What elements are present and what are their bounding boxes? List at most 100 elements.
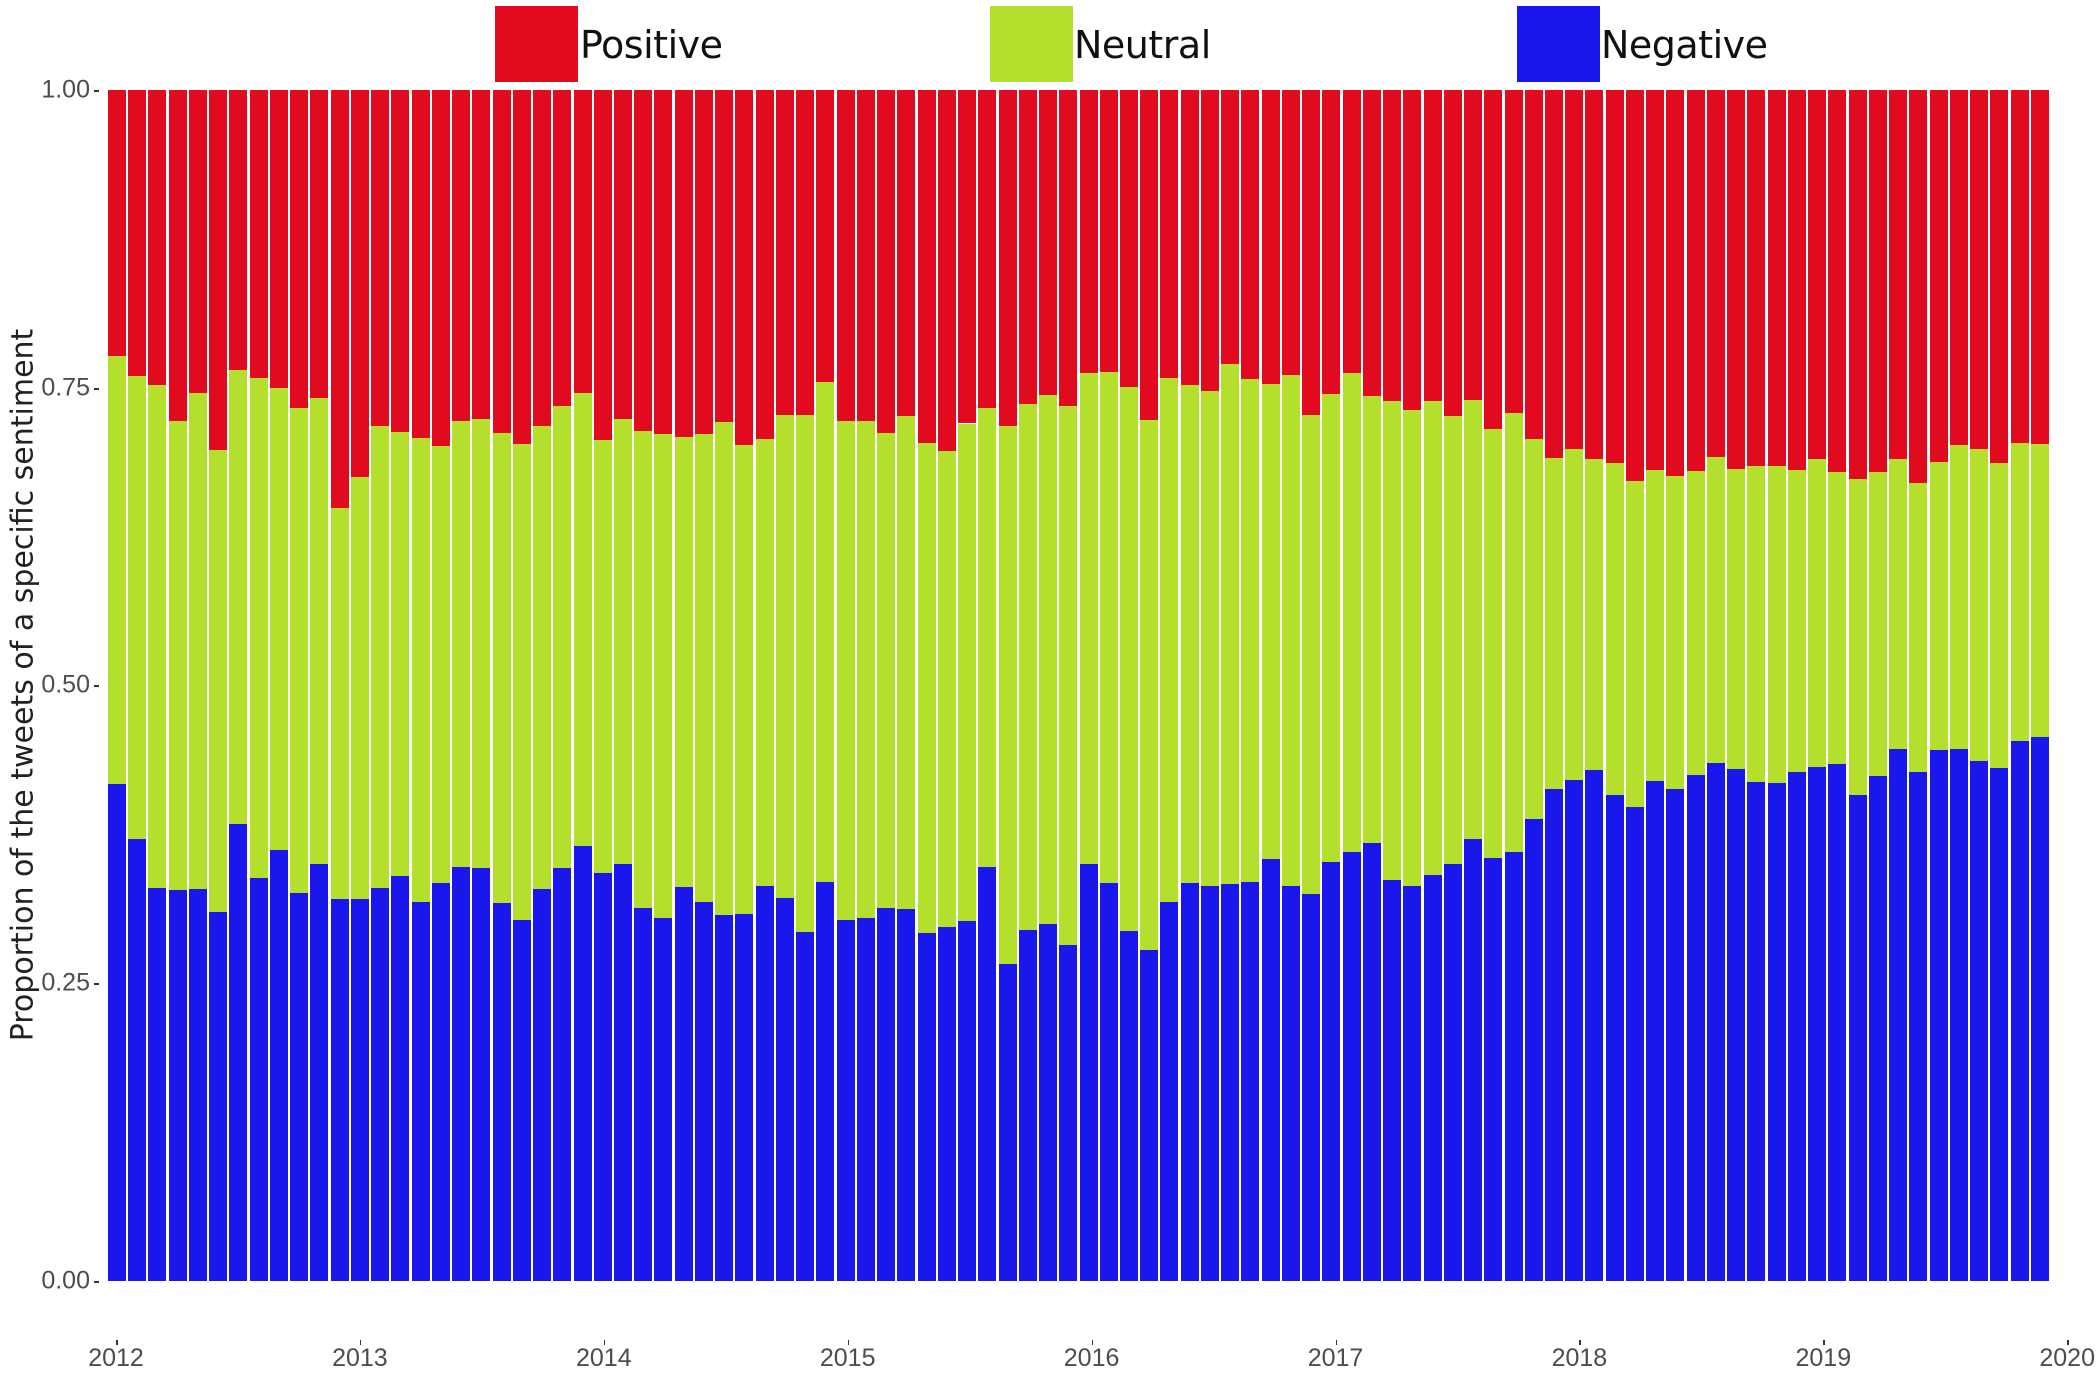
bar-segment-neutral — [897, 416, 916, 910]
bar-segment-negative — [1443, 864, 1462, 1281]
bar-segment-neutral — [1039, 394, 1058, 924]
bar-segment-positive — [573, 90, 592, 393]
stacked-bar — [877, 90, 896, 1281]
bar-segment-positive — [978, 90, 997, 408]
stacked-bar — [593, 90, 612, 1281]
x-tick-label: 2018 — [1551, 1344, 1608, 1372]
x-tick-mark — [603, 1340, 606, 1345]
bar-segment-positive — [148, 90, 167, 386]
stacked-bar — [1180, 90, 1199, 1281]
bar-segment-neutral — [1302, 415, 1321, 894]
bar-segment-positive — [1706, 90, 1725, 457]
bar-segment-positive — [1443, 90, 1462, 417]
x-tick-label: 2019 — [1795, 1344, 1852, 1372]
bar-segment-positive — [1180, 90, 1199, 386]
bar-segment-negative — [310, 864, 329, 1281]
bar-segment-negative — [533, 889, 552, 1281]
stacked-bar — [1889, 90, 1908, 1281]
bar-segment-positive — [917, 90, 936, 443]
bar-segment-negative — [1706, 762, 1725, 1281]
stacked-bar — [269, 90, 288, 1281]
bar-segment-negative — [472, 867, 491, 1281]
x-tick-label: 2014 — [575, 1344, 632, 1372]
bar-segment-negative — [512, 920, 531, 1281]
bar-segment-negative — [1464, 839, 1483, 1281]
bar-segment-neutral — [998, 425, 1017, 965]
bar-segment-negative — [694, 902, 713, 1281]
bar-segment-negative — [816, 882, 835, 1281]
bar-segment-neutral — [1767, 466, 1786, 784]
stacked-bar — [634, 90, 653, 1281]
bar-segment-positive — [1403, 90, 1422, 411]
bar-segment-negative — [1039, 923, 1058, 1281]
stacked-bar — [1018, 90, 1037, 1281]
bar-segment-positive — [1160, 90, 1179, 379]
bar-segment-positive — [1281, 90, 1300, 375]
bar-segment-neutral — [553, 405, 572, 868]
bar-segment-negative — [1787, 772, 1806, 1281]
stacked-bar — [391, 90, 410, 1281]
bar-segment-positive — [1119, 90, 1138, 387]
stacked-bar — [1666, 90, 1685, 1281]
stacked-bar — [836, 90, 855, 1281]
bar-segment-negative — [998, 964, 1017, 1281]
stacked-bar — [1059, 90, 1078, 1281]
bar-segment-positive — [168, 90, 187, 422]
stacked-bar — [330, 90, 349, 1281]
bar-segment-neutral — [1545, 458, 1563, 790]
bar-segment-negative — [1949, 748, 1968, 1281]
bar-segment-negative — [411, 902, 430, 1281]
stacked-bar — [1342, 90, 1361, 1281]
y-tick-mark — [94, 1281, 99, 1283]
bar-segment-positive — [391, 90, 410, 432]
y-tick-mark — [94, 983, 99, 985]
bar-segment-neutral — [613, 418, 632, 865]
bar-segment-positive — [694, 90, 713, 435]
stacked-bar — [472, 90, 491, 1281]
bar-segment-negative — [1140, 949, 1159, 1281]
y-tick-mark — [94, 685, 99, 687]
bar-segment-positive — [310, 90, 329, 399]
bar-segment-negative — [654, 917, 673, 1281]
stacked-bar — [2010, 90, 2029, 1281]
bar-segment-negative — [715, 915, 734, 1281]
bar-segment-negative — [1241, 882, 1260, 1281]
bar-segment-negative — [1585, 770, 1604, 1281]
bar-segment-negative — [168, 890, 187, 1281]
bar-segment-neutral — [1666, 475, 1685, 790]
bar-segment-neutral — [796, 415, 815, 933]
stacked-bar — [1545, 90, 1563, 1281]
stacked-bar — [1706, 90, 1725, 1281]
stacked-bar — [108, 90, 126, 1281]
x-tick-mark — [116, 1340, 118, 1345]
bar-segment-neutral — [1322, 393, 1341, 862]
bar-segment-neutral — [533, 425, 552, 890]
bar-segment-negative — [1423, 874, 1442, 1281]
bar-segment-negative — [755, 885, 774, 1281]
bar-segment-neutral — [371, 425, 390, 888]
bar-segment-negative — [128, 839, 147, 1281]
y-tick-label: 1.00 — [41, 75, 90, 104]
stacked-bar — [1909, 90, 1928, 1281]
x-tick-label: 2016 — [1063, 1344, 1120, 1372]
bar-segment-neutral — [411, 437, 430, 903]
stacked-bar — [431, 90, 450, 1281]
stacked-bar — [654, 90, 673, 1281]
bar-segment-negative — [1767, 783, 1786, 1281]
stacked-bar — [371, 90, 390, 1281]
bar-segment-negative — [1666, 789, 1685, 1281]
bar-segment-neutral — [472, 418, 491, 868]
bar-segment-positive — [877, 90, 896, 434]
stacked-bar — [350, 90, 369, 1281]
stacked-bar — [452, 90, 471, 1281]
bar-segment-neutral — [917, 442, 936, 934]
bar-segment-positive — [836, 90, 855, 422]
bar-segment-neutral — [128, 375, 147, 840]
bar-segment-neutral — [958, 423, 977, 922]
bar-segment-negative — [593, 872, 612, 1281]
bar-segment-neutral — [1848, 479, 1867, 796]
stacked-bar — [1423, 90, 1442, 1281]
bar-segment-positive — [1787, 90, 1806, 470]
bar-segment-neutral — [1261, 384, 1280, 860]
bar-segment-negative — [1079, 864, 1098, 1281]
